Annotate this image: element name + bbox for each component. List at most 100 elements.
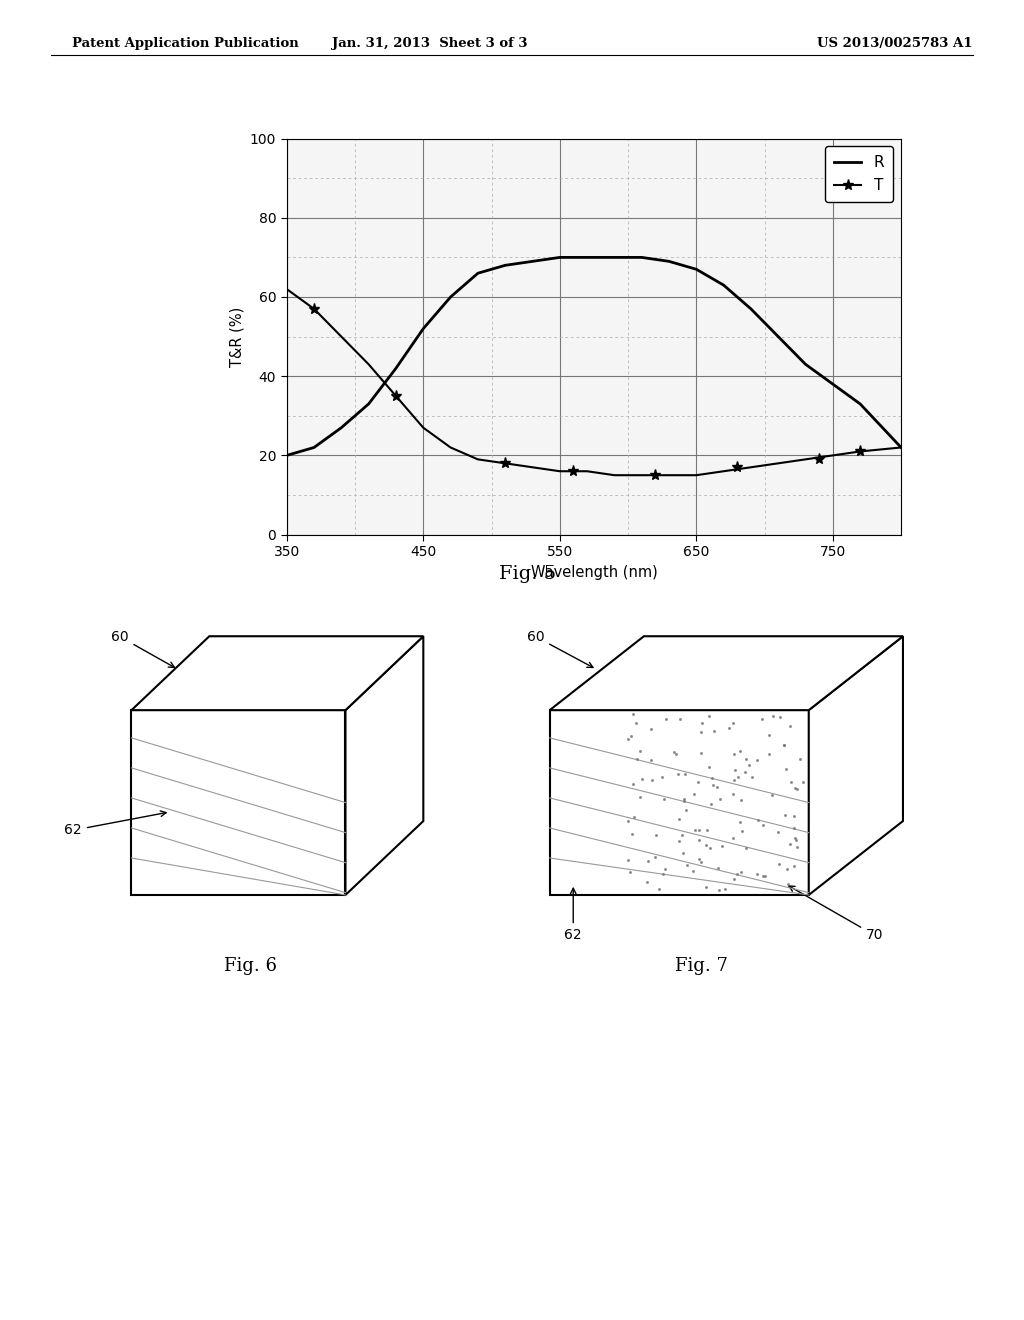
Point (726, 869, 742, 890)
Point (620, 729, 636, 750)
Point (733, 789, 750, 810)
Point (678, 854, 694, 875)
Point (699, 820, 716, 841)
Point (782, 771, 799, 792)
Point (731, 812, 748, 833)
Point (724, 784, 740, 805)
Y-axis label: T&R (%): T&R (%) (229, 306, 245, 367)
Text: Fig. 7: Fig. 7 (675, 957, 728, 975)
Point (790, 779, 806, 800)
Point (765, 705, 781, 726)
Text: 60: 60 (111, 630, 174, 668)
Point (625, 704, 641, 725)
Point (771, 854, 787, 875)
Text: 62: 62 (564, 888, 582, 942)
Point (643, 750, 659, 771)
Point (770, 821, 786, 842)
Point (788, 829, 805, 850)
Point (709, 776, 725, 797)
Point (650, 878, 667, 899)
Point (678, 800, 694, 821)
Point (693, 743, 710, 764)
Point (632, 741, 648, 762)
Point (686, 784, 702, 805)
Point (666, 741, 682, 762)
Point (656, 858, 673, 879)
Point (639, 871, 655, 892)
Point (670, 764, 686, 785)
Point (690, 772, 707, 793)
Point (647, 825, 664, 846)
Point (743, 767, 760, 788)
Text: 60: 60 (526, 630, 593, 668)
Point (640, 850, 656, 871)
Point (726, 770, 742, 791)
Point (646, 846, 663, 867)
Point (785, 855, 802, 876)
Point (786, 777, 803, 799)
Point (755, 814, 771, 836)
Point (724, 713, 740, 734)
Point (787, 828, 804, 849)
Point (781, 715, 798, 737)
Point (705, 767, 721, 788)
Point (625, 774, 641, 795)
Point (737, 748, 754, 770)
Polygon shape (131, 710, 345, 895)
Polygon shape (809, 636, 903, 895)
Point (698, 876, 715, 898)
Point (629, 748, 645, 770)
Point (697, 834, 714, 855)
Point (672, 709, 688, 730)
Point (691, 820, 708, 841)
Polygon shape (550, 710, 809, 895)
Point (643, 719, 659, 741)
Point (712, 789, 728, 810)
Polygon shape (550, 636, 903, 710)
Point (628, 713, 644, 734)
Point (736, 762, 753, 783)
Point (749, 748, 765, 770)
Point (674, 825, 690, 846)
Text: 70: 70 (788, 886, 884, 942)
Point (733, 820, 750, 841)
Point (626, 807, 642, 828)
Point (676, 788, 692, 809)
Point (741, 755, 758, 776)
Point (732, 862, 749, 883)
Point (777, 805, 794, 826)
Point (622, 861, 638, 882)
Point (729, 863, 745, 884)
Point (693, 722, 710, 743)
Point (620, 849, 636, 870)
Point (771, 706, 787, 727)
Point (776, 734, 793, 755)
Point (786, 805, 803, 826)
Point (705, 775, 721, 796)
Point (749, 863, 765, 884)
Point (671, 809, 687, 830)
Text: US 2013/0025783 A1: US 2013/0025783 A1 (817, 37, 973, 50)
Point (761, 743, 777, 764)
Point (738, 838, 755, 859)
Point (690, 829, 707, 850)
Point (710, 857, 726, 878)
Point (687, 820, 703, 841)
Point (755, 709, 771, 730)
Point (634, 768, 650, 789)
Point (694, 713, 711, 734)
Point (643, 770, 659, 791)
Point (701, 756, 718, 777)
Point (658, 709, 675, 730)
Point (781, 834, 798, 855)
Point (775, 734, 792, 755)
Legend: R, T: R, T (824, 147, 894, 202)
Point (788, 837, 805, 858)
Point (623, 726, 639, 747)
Point (653, 766, 670, 787)
Text: Fig. 5: Fig. 5 (499, 565, 556, 583)
Point (712, 879, 728, 900)
Point (671, 830, 687, 851)
Point (655, 863, 672, 884)
Point (656, 788, 673, 809)
